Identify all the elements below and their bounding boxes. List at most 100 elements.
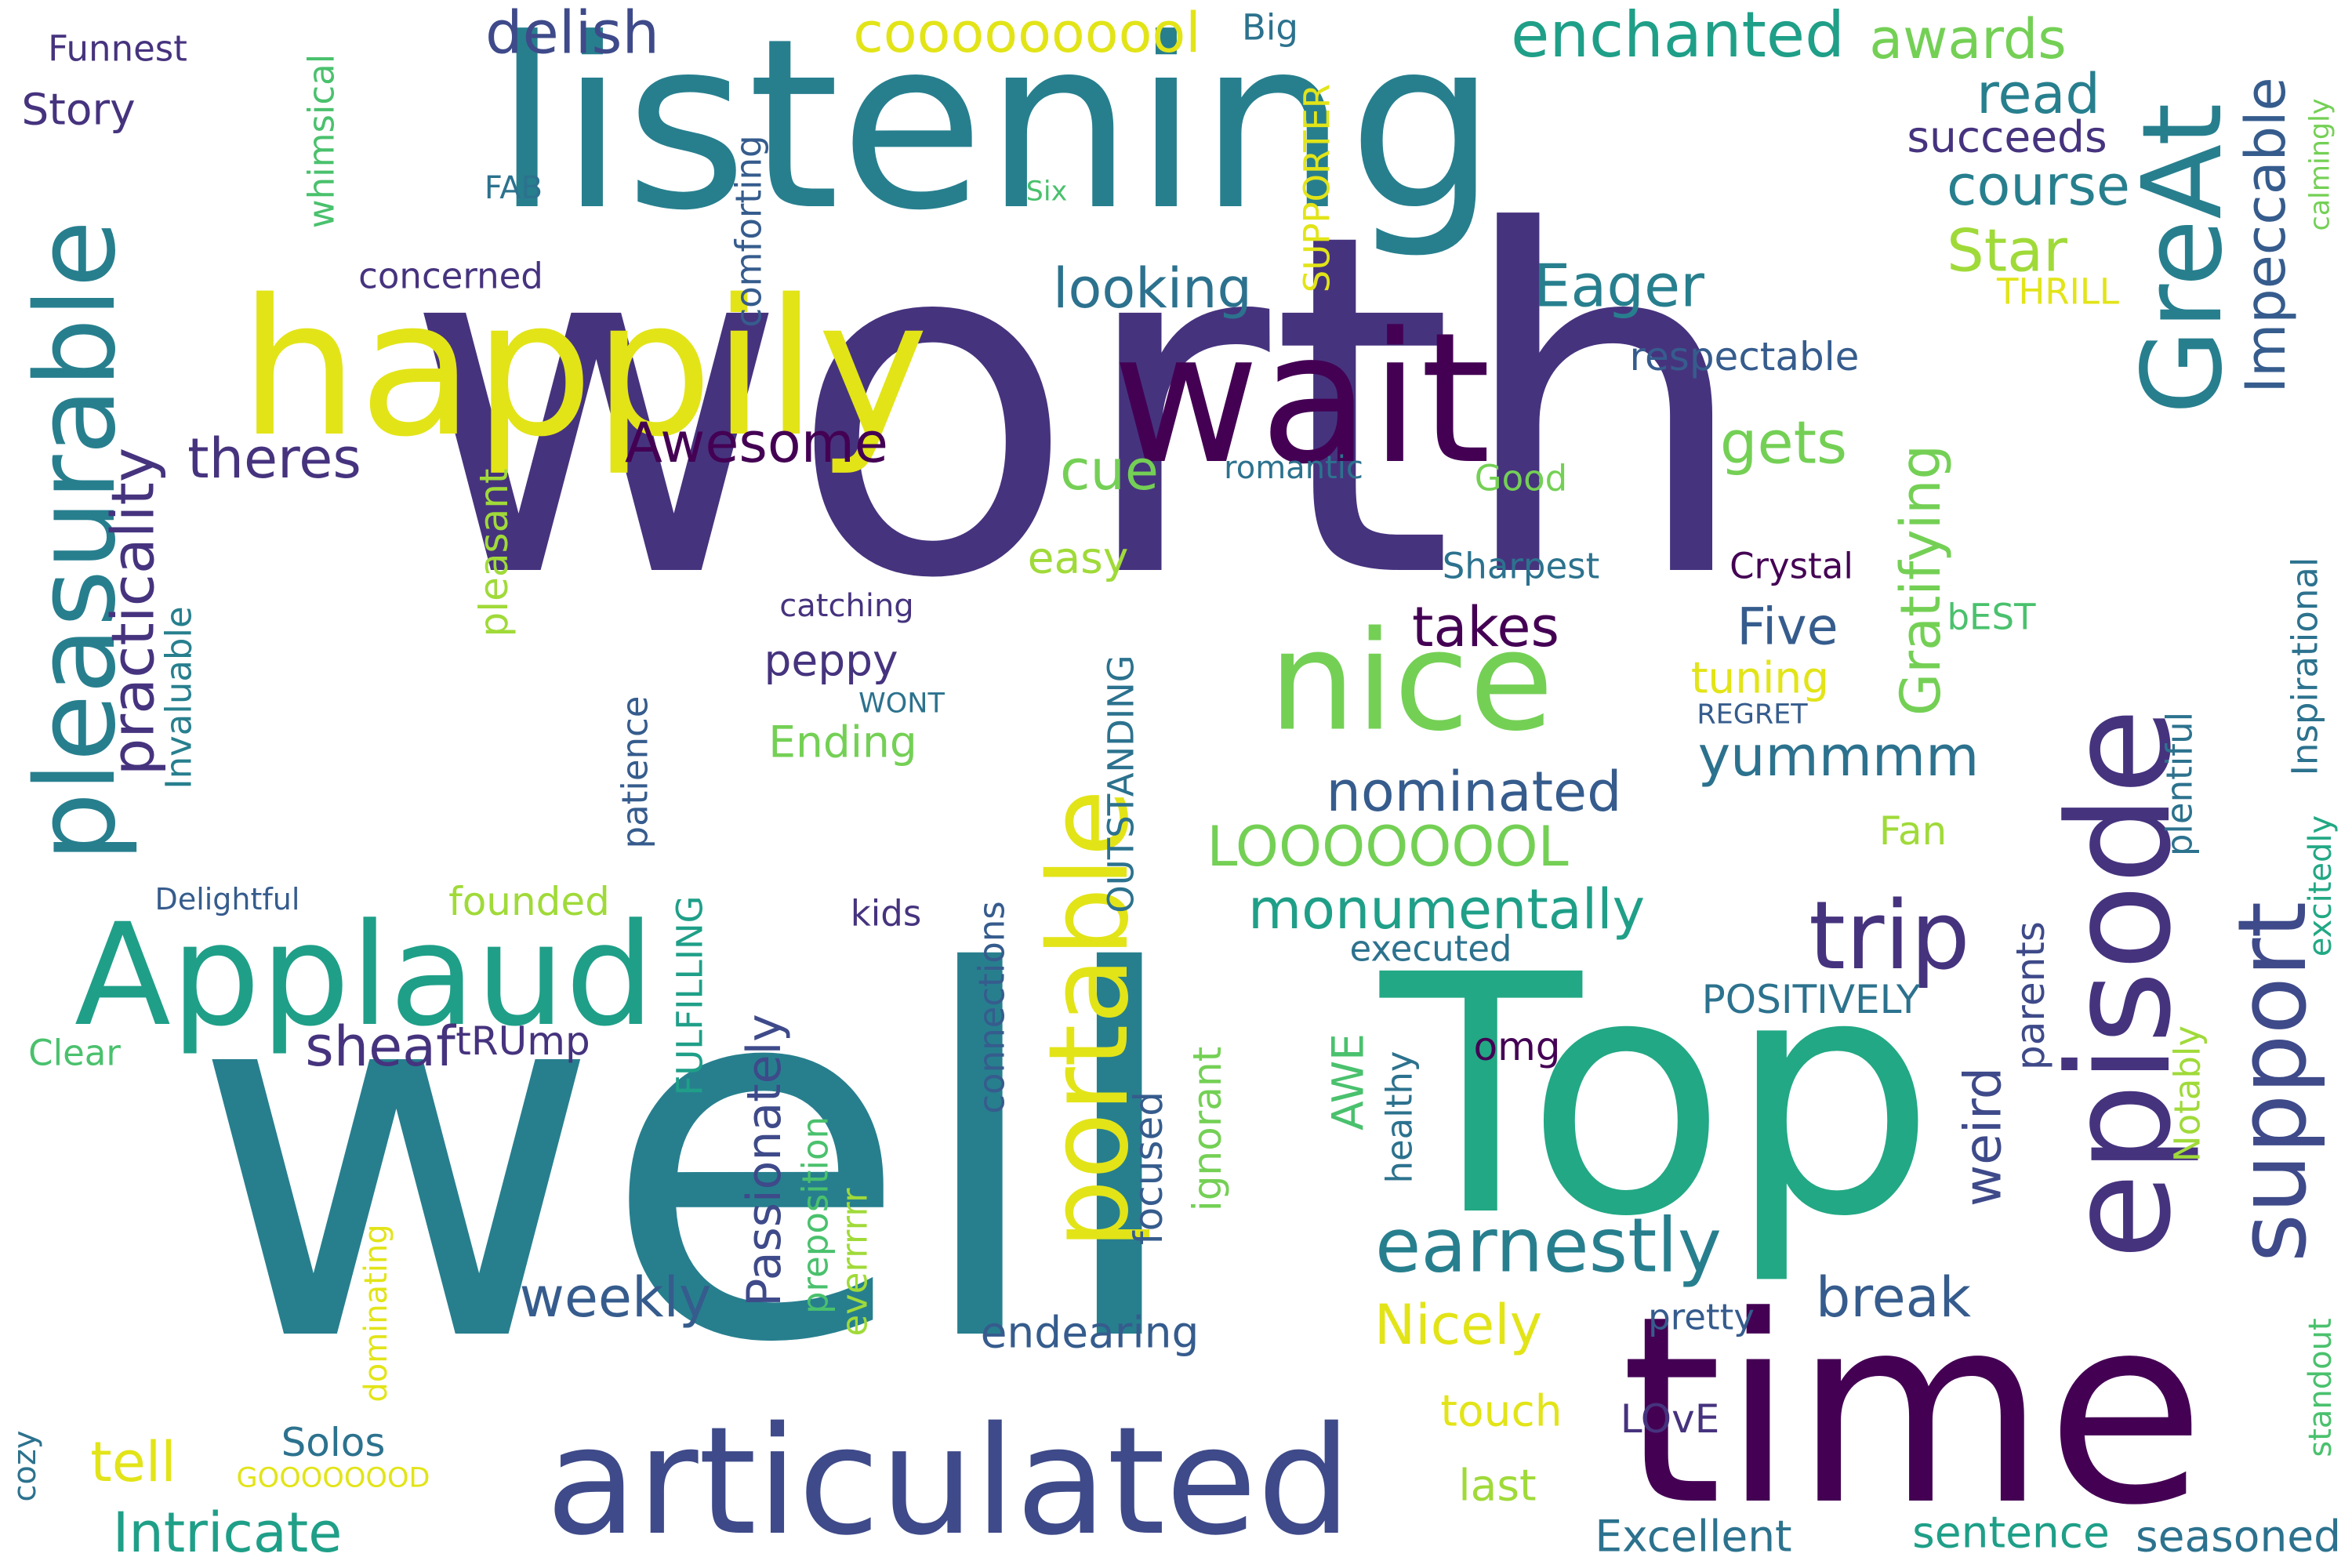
word-whimsical: whimsical: [300, 53, 343, 229]
word-endearing: endearing: [980, 1307, 1200, 1358]
word-happily: happily: [239, 259, 929, 478]
word-listening: listening: [494, 0, 1497, 262]
word-ending: Ending: [768, 717, 917, 768]
word-good: Good: [1474, 457, 1568, 499]
word-notably: Notably: [2166, 1025, 2209, 1163]
word-passionately: Passionately: [737, 1014, 792, 1307]
word-trip: trip: [1809, 882, 1970, 991]
word-eager: Eager: [1534, 251, 1704, 321]
word-plentiful: plentiful: [2158, 711, 2201, 857]
word-fan: Fan: [1878, 808, 1947, 854]
word-five: Five: [1737, 597, 1838, 657]
word-parents: parents: [2008, 921, 2053, 1070]
word-touch: touch: [1440, 1385, 1563, 1436]
word-seasoned: seasoned: [2135, 1511, 2342, 1562]
word-wont: WONT: [858, 688, 945, 720]
word-everrrrrr: everrrrrr: [833, 1188, 876, 1337]
word-tuning: tuning: [1690, 652, 1830, 703]
word-read: read: [1976, 62, 2100, 126]
word-healthy: healthy: [1378, 1051, 1421, 1184]
word-nominated: nominated: [1326, 760, 1622, 824]
word-theres: theres: [187, 426, 361, 491]
word-sentence: sentence: [1912, 1507, 2110, 1558]
word-monumentally: monumentally: [1247, 877, 1646, 942]
word-catching: catching: [779, 588, 914, 624]
word-enchanted: enchanted: [1511, 0, 1845, 71]
word-break: break: [1815, 1265, 1972, 1330]
word-intricate: Intricate: [112, 1501, 343, 1565]
word-respectable: respectable: [1629, 334, 1860, 379]
word-sharpest: Sharpest: [1442, 545, 1600, 587]
word-delish: delish: [485, 0, 660, 67]
word-concerned: concerned: [358, 255, 543, 297]
word-peppy: peppy: [764, 635, 898, 686]
word-star: Star: [1947, 216, 2067, 285]
word-funnest: Funnest: [48, 27, 187, 70]
word-positively: POSITIVELY: [1701, 977, 1921, 1022]
word-articulated: articulated: [546, 1395, 1352, 1568]
word-solos: Solos: [281, 1420, 386, 1465]
word-takes: takes: [1412, 595, 1559, 659]
word-founded: founded: [448, 879, 610, 924]
word-top: Top: [1380, 906, 1936, 1289]
word-weird: weird: [1954, 1066, 2013, 1207]
word-delightful: Delightful: [154, 882, 300, 916]
word-succeeds: succeeds: [1907, 111, 2107, 162]
word-applaud: Applaud: [74, 894, 655, 1058]
word-love: LOvE: [1620, 1396, 1720, 1442]
word-dominating: dominating: [358, 1224, 394, 1403]
word-awesome: Awesome: [625, 411, 888, 475]
word-nice: nice: [1269, 602, 1554, 762]
word-patience: patience: [614, 695, 656, 849]
word-sheaf: sheaf: [305, 1014, 456, 1079]
word-big: Big: [1242, 6, 1298, 49]
word-calmingly: calmingly: [2304, 98, 2336, 231]
word-outstanding: OUTSTANDING: [1100, 655, 1142, 913]
word-wait: wait: [1112, 295, 1491, 504]
word-trump: tRUmp: [456, 1018, 590, 1064]
word-clear: Clear: [28, 1032, 121, 1074]
word-earnestly: earnestly: [1374, 1203, 1722, 1290]
word-looooooool: LOOOOOOOL: [1207, 815, 1569, 879]
word-supporter: SUPPORTER: [1296, 83, 1338, 293]
word-tell: tell: [90, 1430, 176, 1494]
word-connections: connections: [971, 901, 1013, 1114]
word-worth: worth: [403, 133, 1753, 681]
word-gets: gets: [1719, 408, 1848, 477]
word-omg: omg: [1473, 1024, 1561, 1069]
word-crystal: Crystal: [1730, 545, 1853, 587]
word-ignorant: ignorant: [1185, 1046, 1230, 1212]
word-pleasant: pleasant: [471, 468, 517, 637]
word-last: last: [1458, 1460, 1537, 1511]
word-looking: looking: [1053, 256, 1252, 321]
word-excitedly: excitedly: [2303, 815, 2339, 957]
word-cue: cue: [1060, 438, 1159, 503]
word-weekly: weekly: [519, 1265, 712, 1330]
word-executed: executed: [1349, 927, 1512, 970]
word-six: Six: [1025, 176, 1068, 208]
word-best: bEST: [1947, 596, 2036, 638]
word-kids: kids: [850, 892, 922, 935]
word-excellent: Excellent: [1595, 1511, 1792, 1562]
word-awards: awards: [1869, 7, 2067, 71]
word-impeccable: Impeccable: [2234, 77, 2298, 394]
word-fulfilling: FULFILLING: [669, 895, 711, 1096]
word-preposition: preposition: [794, 1116, 837, 1315]
word-story: Story: [21, 84, 136, 135]
word-great: GreAt: [2119, 103, 2247, 415]
word-regret: REGRET: [1697, 699, 1808, 731]
word-coooooooool: coooooooool: [853, 1, 1201, 65]
word-gratifying: Gratifying: [1889, 445, 1953, 716]
word-cozy: cozy: [7, 1430, 43, 1502]
word-awe: AWE: [1323, 1033, 1374, 1131]
word-pretty: pretty: [1648, 1296, 1755, 1338]
word-yummmm: yummmm: [1697, 724, 1980, 789]
word-practicality: practicality: [98, 447, 168, 776]
word-time: time: [1621, 1261, 2205, 1562]
word-comforting: comforting: [728, 135, 770, 328]
word-easy: easy: [1027, 532, 1129, 583]
word-invaluable: Invaluable: [158, 606, 200, 789]
word-course: course: [1947, 154, 2130, 218]
word-goooooooood: GOOOOOOOD: [236, 1462, 430, 1494]
